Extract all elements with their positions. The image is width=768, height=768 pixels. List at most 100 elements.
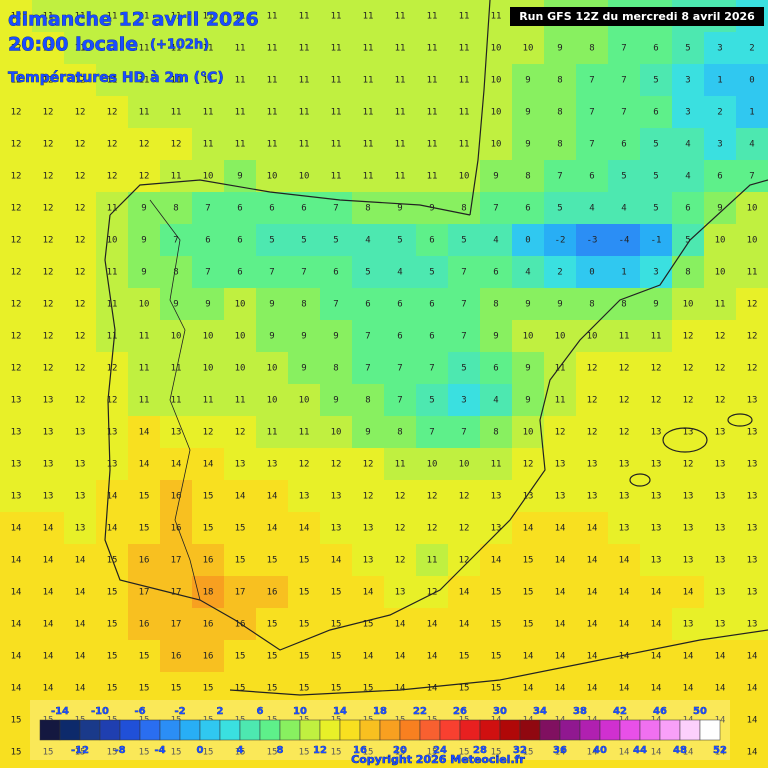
temperature-value: 12 bbox=[11, 108, 22, 118]
temperature-value: 9 bbox=[141, 268, 146, 278]
temperature-value: 13 bbox=[619, 492, 630, 502]
colorbar-swatch bbox=[179, 719, 201, 741]
temperature-value: 12 bbox=[747, 332, 758, 342]
temperature-value: 10 bbox=[107, 236, 118, 246]
temperature-value: 14 bbox=[587, 652, 598, 662]
temperature-value: 15 bbox=[363, 748, 374, 758]
temperature-cell bbox=[256, 448, 289, 481]
temperature-value: 10 bbox=[331, 428, 342, 438]
temperature-cell bbox=[352, 448, 385, 481]
temperature-cell bbox=[224, 128, 257, 161]
temperature-cell bbox=[160, 224, 193, 257]
temperature-value: 11 bbox=[235, 44, 246, 54]
temperature-value: 15 bbox=[267, 620, 278, 630]
temperature-cell bbox=[128, 576, 161, 609]
temperature-cell bbox=[32, 544, 65, 577]
temperature-value: 10 bbox=[683, 300, 694, 310]
temperature-cell bbox=[384, 256, 417, 289]
temperature-value: -2 bbox=[555, 236, 566, 246]
temperature-cell bbox=[576, 128, 609, 161]
temperature-value: 17 bbox=[171, 556, 182, 566]
temperature-value: 11 bbox=[331, 44, 342, 54]
temperature-cell bbox=[640, 288, 673, 321]
temperature-value: 12 bbox=[75, 204, 86, 214]
time-label: 20:00 locale bbox=[8, 34, 138, 56]
temperature-value: 11 bbox=[267, 108, 278, 118]
temperature-value: 11 bbox=[459, 108, 470, 118]
colorbar-swatch bbox=[439, 719, 461, 741]
temperature-cell bbox=[736, 576, 768, 609]
temperature-cell bbox=[256, 64, 289, 97]
temperature-cell bbox=[224, 608, 257, 641]
temperature-value: 13 bbox=[555, 492, 566, 502]
temperature-cell bbox=[544, 512, 577, 545]
colorbar-label-bottom: 4 bbox=[237, 745, 244, 756]
temperature-value: 7 bbox=[589, 140, 594, 150]
temperature-value: 7 bbox=[205, 268, 210, 278]
temperature-cell bbox=[32, 64, 65, 97]
temperature-cell bbox=[288, 480, 321, 513]
colorbar-label-top: 46 bbox=[653, 706, 667, 717]
temperature-value: 10 bbox=[203, 172, 214, 182]
temperature-cell bbox=[352, 384, 385, 417]
temperature-cell bbox=[512, 416, 545, 449]
temperature-cell bbox=[608, 160, 641, 193]
temperature-cell bbox=[512, 224, 545, 257]
parameter-label: Températures HD à 2m (°C) bbox=[8, 70, 224, 86]
temperature-value: 12 bbox=[11, 12, 22, 22]
temperature-cell bbox=[448, 192, 481, 225]
temperature-cell bbox=[704, 544, 737, 577]
temperature-value: 14 bbox=[747, 748, 758, 758]
temperature-value: 15 bbox=[491, 588, 502, 598]
temperature-cell bbox=[640, 416, 673, 449]
temperature-value: 15 bbox=[331, 684, 342, 694]
temperature-cell bbox=[32, 352, 65, 385]
temperature-value: 12 bbox=[555, 428, 566, 438]
temperature-cell bbox=[256, 256, 289, 289]
temperature-value: 18 bbox=[203, 588, 214, 598]
temperature-cell bbox=[736, 672, 768, 705]
temperature-value: 11 bbox=[427, 108, 438, 118]
temperature-cell bbox=[64, 192, 97, 225]
temperature-value: 15 bbox=[139, 748, 150, 758]
temperature-cell bbox=[64, 736, 97, 768]
temperature-value: 14 bbox=[43, 620, 54, 630]
temperature-cell bbox=[352, 64, 385, 97]
temperature-cell bbox=[480, 416, 513, 449]
temperature-value: 10 bbox=[747, 236, 758, 246]
temperature-value: 10 bbox=[523, 44, 534, 54]
temperature-cell bbox=[224, 0, 257, 33]
temperature-cell bbox=[0, 0, 33, 33]
temperature-value: 12 bbox=[715, 396, 726, 406]
temperature-value: 11 bbox=[331, 108, 342, 118]
temperature-cell bbox=[576, 64, 609, 97]
temperature-value: 13 bbox=[651, 428, 662, 438]
temperature-value: 8 bbox=[493, 300, 498, 310]
temperature-value: 7 bbox=[397, 364, 402, 374]
temperature-value: 14 bbox=[491, 556, 502, 566]
temperature-value: 14 bbox=[395, 620, 406, 630]
temperature-cell bbox=[224, 640, 257, 673]
temperature-value: 9 bbox=[525, 364, 530, 374]
temperature-cell bbox=[672, 480, 705, 513]
temperature-cell bbox=[512, 320, 545, 353]
temperature-cell bbox=[608, 288, 641, 321]
temperature-value: 12 bbox=[43, 76, 54, 86]
temperature-cell bbox=[96, 128, 129, 161]
temperature-value: 12 bbox=[715, 364, 726, 374]
temperature-cell bbox=[288, 384, 321, 417]
temperature-value: 9 bbox=[397, 204, 402, 214]
temperature-cell bbox=[352, 640, 385, 673]
colorbar-label-top: 2 bbox=[217, 706, 224, 717]
temperature-value: 11 bbox=[139, 76, 150, 86]
temperature-value: 12 bbox=[43, 172, 54, 182]
temperature-value: 6 bbox=[493, 268, 498, 278]
lead-time: (+102h) bbox=[150, 38, 209, 53]
temperature-value: 14 bbox=[427, 652, 438, 662]
temperature-value: 15 bbox=[267, 652, 278, 662]
temperature-value: 14 bbox=[619, 620, 630, 630]
temperature-value: 12 bbox=[11, 44, 22, 54]
temperature-value: 14 bbox=[203, 460, 214, 470]
temperature-value: 9 bbox=[653, 300, 658, 310]
temperature-cell bbox=[576, 352, 609, 385]
